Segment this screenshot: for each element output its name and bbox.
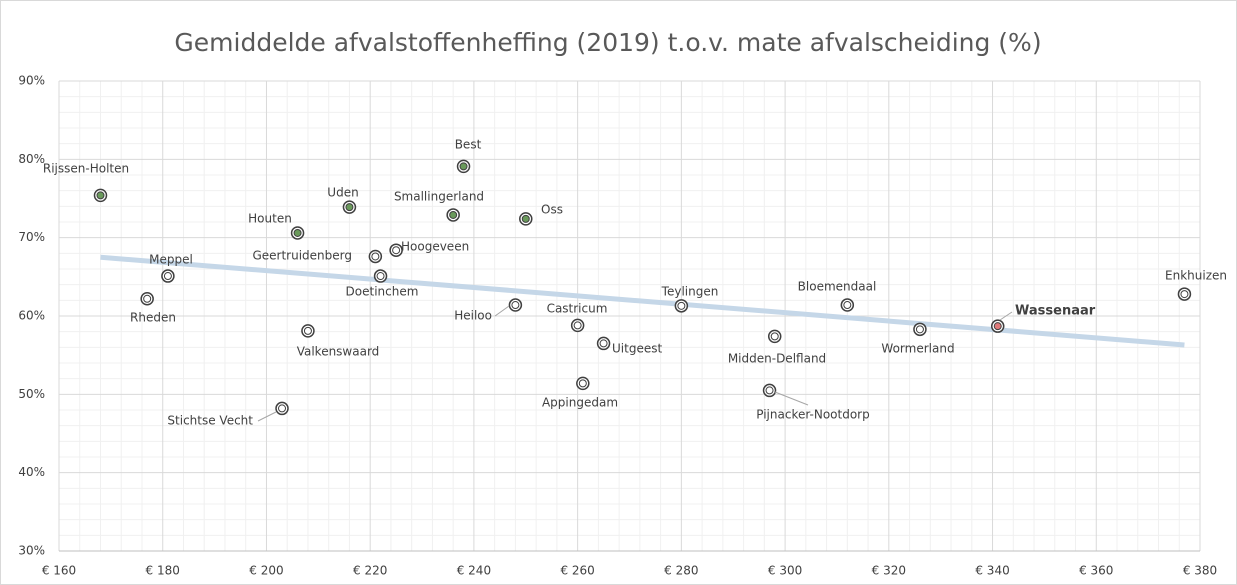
point-label: Wormerland	[881, 342, 954, 356]
point-center	[511, 301, 520, 310]
x-tick-label: € 240	[457, 564, 491, 578]
point-center	[278, 404, 287, 413]
point-label: Smallingerland	[394, 190, 484, 204]
point-center	[392, 246, 401, 255]
point-center	[143, 294, 152, 303]
point	[913, 322, 927, 337]
point-center	[993, 322, 1002, 331]
point-label: Uitgeest	[612, 342, 662, 356]
point-label: Appingedam	[542, 396, 618, 410]
point-center	[599, 339, 608, 348]
leader-line	[257, 411, 277, 422]
point	[674, 299, 689, 313]
point-label: Rheden	[130, 311, 176, 325]
point	[93, 188, 108, 203]
point	[767, 329, 782, 344]
y-tick-label: 70%	[18, 230, 45, 244]
point-label: Stichtse Vecht	[167, 414, 253, 428]
y-tick-label: 50%	[18, 387, 45, 401]
x-tick-label: € 340	[975, 564, 1009, 578]
point-label: Valkenswaard	[297, 345, 380, 359]
point-label: Doetinchem	[346, 285, 419, 299]
x-tick-label: € 220	[353, 564, 387, 578]
y-tick-label: 30%	[18, 544, 45, 558]
point-center	[345, 203, 354, 212]
point-center	[677, 301, 686, 310]
point-center	[163, 272, 172, 281]
x-tick-label: € 160	[42, 564, 76, 578]
y-tick-label: 80%	[18, 152, 45, 166]
y-tick-label: 90%	[18, 74, 45, 88]
point	[576, 376, 590, 391]
point-center	[303, 326, 312, 335]
x-tick-label: € 320	[872, 564, 906, 578]
point	[990, 319, 1005, 333]
point-center	[293, 228, 302, 237]
point-label: Uden	[327, 186, 358, 200]
point-label: Midden-Delfland	[728, 352, 826, 366]
point-label: Pijnacker-Nootdorp	[756, 408, 869, 422]
x-tick-label: € 280	[664, 564, 698, 578]
point-label: Hoogeveen	[401, 240, 469, 254]
x-tick-label: € 360	[1079, 564, 1113, 578]
point	[342, 200, 357, 214]
x-tick-label: € 180	[146, 564, 180, 578]
point	[596, 336, 611, 351]
point	[290, 226, 305, 240]
point-label: Heiloo	[454, 309, 492, 323]
leader-line	[999, 311, 1013, 321]
point	[840, 298, 855, 312]
point	[508, 298, 523, 312]
point	[140, 292, 154, 306]
point-center	[770, 332, 779, 341]
point-center	[578, 379, 587, 388]
x-tick-label: € 300	[768, 564, 802, 578]
point	[275, 401, 289, 416]
trendline	[100, 254, 1185, 348]
point-label: Enkhuizen	[1165, 269, 1227, 283]
point-label: Meppel	[149, 253, 193, 267]
point-label: Bloemendaal	[798, 280, 877, 294]
point	[519, 212, 533, 226]
point-label: Rijssen-Holten	[43, 162, 129, 176]
x-tick-label: € 380	[1183, 564, 1217, 578]
point	[762, 383, 777, 398]
x-tick-label: € 200	[249, 564, 283, 578]
point-center	[573, 321, 582, 330]
point-label: Oss	[541, 203, 563, 217]
y-tick-label: 60%	[18, 309, 45, 323]
point-label: Wassenaar	[1015, 304, 1096, 319]
point-center	[521, 214, 530, 223]
x-tick-label: € 260	[560, 564, 594, 578]
point-label: Castricum	[547, 302, 608, 316]
point-label: Geertruidenberg	[252, 249, 352, 263]
point-label: Teylingen	[661, 285, 719, 299]
point-center	[1180, 290, 1189, 299]
point	[570, 318, 585, 333]
point	[389, 243, 403, 257]
point	[301, 324, 315, 338]
point-center	[915, 325, 924, 334]
point	[161, 269, 175, 283]
point-center	[376, 272, 385, 281]
point	[1177, 287, 1192, 301]
y-tick-label: 40%	[18, 465, 45, 479]
point-center	[449, 210, 458, 219]
point	[368, 249, 383, 264]
point-label: Houten	[248, 212, 292, 226]
leader-line	[774, 391, 809, 406]
chart-title: Gemiddelde afvalstoffenheffing (2019) t.…	[174, 28, 1041, 57]
point-center	[843, 301, 852, 310]
point-label: Best	[455, 138, 482, 152]
leader-line	[494, 305, 510, 317]
point	[373, 269, 388, 283]
point-center	[96, 191, 105, 200]
point	[456, 159, 471, 174]
point-center	[371, 252, 380, 261]
point	[446, 208, 460, 222]
point-center	[459, 162, 468, 171]
point-center	[765, 386, 774, 395]
